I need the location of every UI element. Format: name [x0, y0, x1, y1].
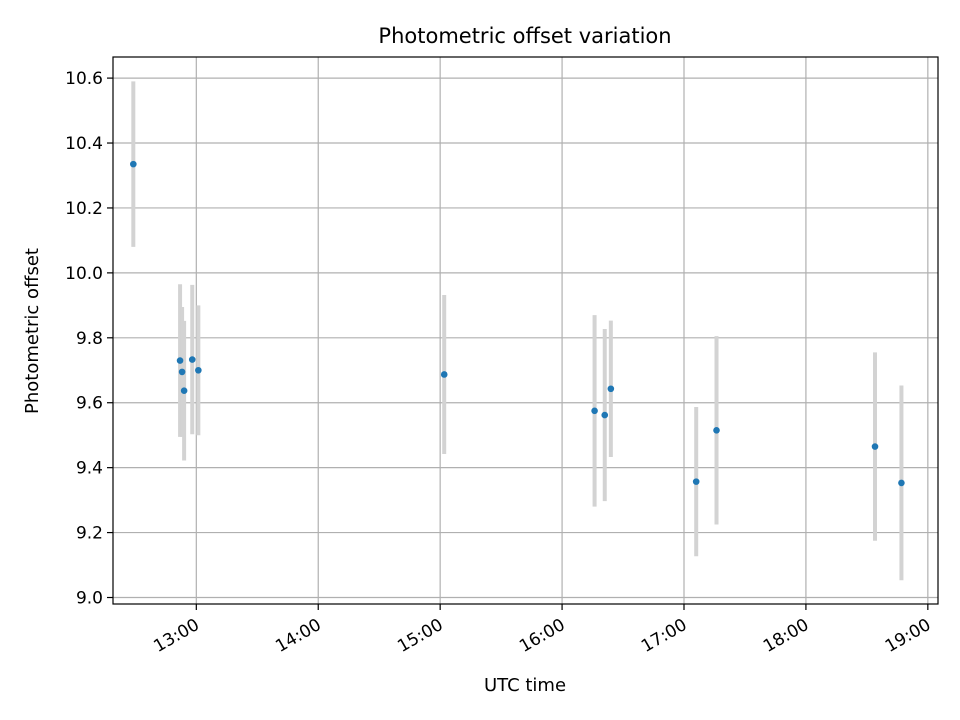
y-axis-label: Photometric offset [22, 248, 43, 414]
data-point [713, 427, 720, 434]
y-tick-label: 10.6 [65, 69, 103, 89]
y-tick-label: 9.4 [76, 459, 103, 479]
data-point [130, 160, 137, 168]
y-tick-label: 10.2 [65, 199, 103, 219]
grid [113, 57, 938, 604]
data-point [176, 357, 184, 364]
data-point [195, 366, 202, 374]
data-point [188, 356, 196, 363]
data-point [607, 385, 615, 393]
data-point [440, 371, 448, 378]
data-point [898, 479, 905, 487]
data-point [178, 368, 186, 376]
y-tick-label: 10.0 [65, 264, 103, 284]
y-tick-label: 9.8 [76, 329, 103, 349]
data-points [130, 160, 905, 487]
y-tick-label: 9.0 [76, 589, 103, 609]
y-axis: 9.0 9.2 9.4 9.6 9.8 10.0 10.2 10.4 10.6 [65, 69, 113, 609]
y-tick-label: 9.6 [76, 394, 103, 414]
data-point [871, 443, 879, 450]
y-tick-label: 10.4 [65, 134, 103, 154]
plot-frame [112, 56, 939, 605]
data-point [180, 387, 188, 395]
y-tick-label: 9.2 [76, 524, 103, 544]
data-point [692, 478, 700, 485]
chart-title: Photometric offset variation [378, 24, 671, 48]
x-axis-label: UTC time [484, 675, 566, 696]
data-point [591, 407, 598, 415]
data-point [601, 411, 609, 419]
